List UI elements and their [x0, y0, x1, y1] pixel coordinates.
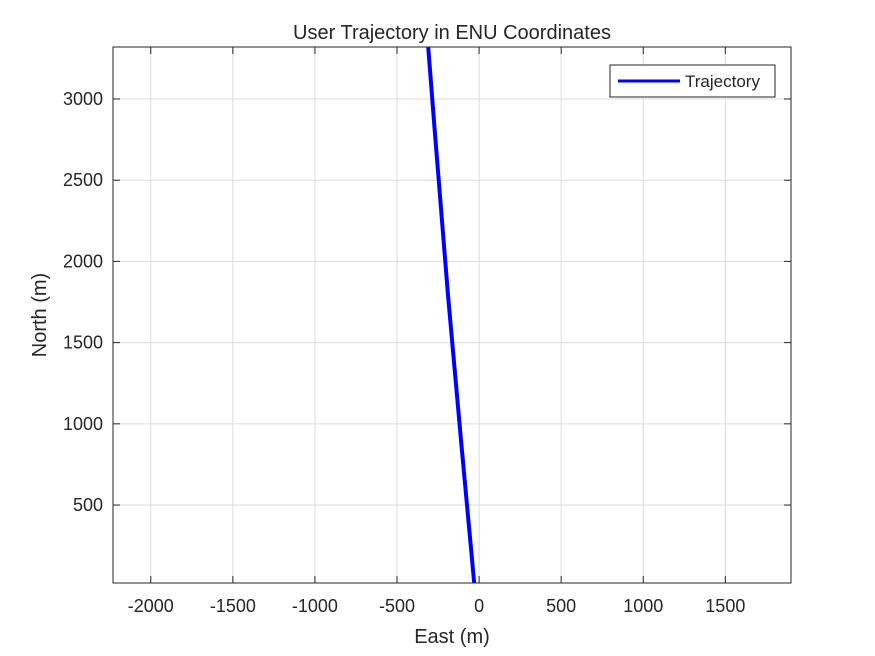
axes-box: [112, 46, 792, 584]
legend: Trajectory: [609, 64, 776, 98]
x-tick-label: 1000: [623, 596, 663, 616]
tick-layer: -2000 -1500 -1000 -500 0 500 1000 1500 500 1000 15…: [63, 47, 791, 616]
x-tick-label: 0: [474, 596, 484, 616]
y-tick-label: 1500: [63, 333, 103, 353]
series-layer: [426, 46, 477, 584]
y-tick-label: 2500: [63, 170, 103, 190]
x-tick-label: 500: [546, 596, 576, 616]
legend-label-trajectory: Trajectory: [685, 72, 760, 91]
y-tick-label: 1000: [63, 414, 103, 434]
y-tick-label: 500: [73, 495, 103, 515]
y-tick-label: 3000: [63, 89, 103, 109]
x-tick-label: 1500: [705, 596, 745, 616]
x-axis-label: East (m): [414, 626, 490, 648]
y-axis-label: North (m): [29, 273, 51, 357]
x-tick-label: -1000: [292, 596, 338, 616]
chart-title: User Trajectory in ENU Coordinates: [293, 22, 611, 44]
x-tick-label: -500: [379, 596, 415, 616]
x-tick-label: -1500: [210, 596, 256, 616]
series-line-trajectory: [426, 46, 477, 584]
plot-area: [113, 47, 791, 583]
y-tick-label: 2000: [63, 251, 103, 271]
x-tick-label: -2000: [128, 596, 174, 616]
